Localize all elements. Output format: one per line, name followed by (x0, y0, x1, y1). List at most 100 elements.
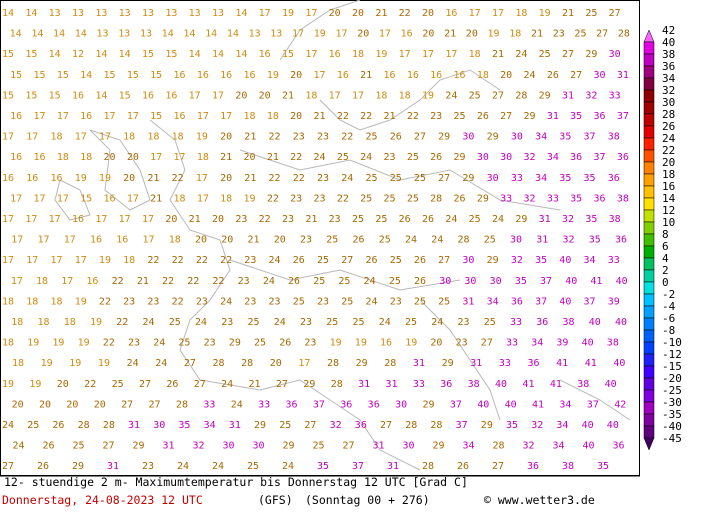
temperature-label: 35 (584, 173, 596, 184)
temperature-label: 32 (531, 420, 543, 431)
temperature-label: 29 (254, 420, 266, 431)
temperature-label: 16 (10, 152, 22, 163)
temperature-label: 25 (405, 317, 417, 328)
temperature-label: 22 (259, 214, 271, 225)
temperature-label: 29 (539, 90, 551, 101)
temperature-label: 14 (162, 29, 174, 40)
temperature-label: 19 (69, 358, 81, 369)
temperature-label: 24 (492, 214, 504, 225)
temperature-label: 20 (165, 214, 177, 225)
colorbar-swatch (643, 41, 655, 55)
temperature-label: 37 (584, 296, 596, 307)
colorbar-label: 20 (662, 156, 675, 169)
colorbar-arrow (643, 29, 655, 43)
temperature-label: 17 (150, 152, 162, 163)
temperature-label: 16 (401, 29, 413, 40)
temperature-label: 25 (469, 90, 481, 101)
temperature-label: 15 (282, 49, 294, 60)
temperature-label: 40 (477, 399, 489, 410)
colorbar: 424038363432302826242220181614121086420-… (643, 24, 682, 451)
temperature-label: 21 (267, 152, 279, 163)
colorbar-swatch (643, 401, 655, 415)
colorbar-label: 18 (662, 168, 675, 181)
temperature-label: 37 (587, 399, 599, 410)
temperature-label: 18 (244, 111, 256, 122)
temperature-label: 40 (495, 379, 507, 390)
temperature-label: 22 (212, 276, 224, 287)
colorbar-swatch (643, 233, 655, 247)
temperature-label: 19 (488, 29, 500, 40)
colorbar-label: 42 (662, 24, 675, 37)
temperature-label: 40 (505, 399, 517, 410)
temperature-label: 27 (596, 29, 608, 40)
temperature-label: 28 (212, 358, 224, 369)
temperature-label: 38 (607, 338, 619, 349)
temperature-label: 18 (11, 317, 23, 328)
temperature-label: 18 (26, 296, 38, 307)
temperature-label: 25 (169, 317, 181, 328)
temperature-label: 36 (594, 111, 606, 122)
temperature-label: 26 (37, 461, 49, 472)
temperature-label: 36 (536, 317, 548, 328)
temperature-label: 41 (590, 276, 602, 287)
temperature-label: 16 (34, 152, 46, 163)
temperature-label: 30 (395, 399, 407, 410)
temperature-label: 22 (99, 296, 111, 307)
temperature-label: 18 (147, 132, 159, 143)
temperature-label: 17 (2, 214, 14, 225)
colorbar-label: 34 (662, 72, 676, 85)
temperature-label: 20 (270, 358, 282, 369)
colorbar-swatch (643, 65, 655, 79)
temperature-label: 16 (116, 235, 128, 246)
temperature-label: 19 (422, 90, 434, 101)
temperature-label: 29 (487, 255, 499, 266)
temperature-label: 39 (556, 338, 568, 349)
temperature-label: 25 (293, 296, 305, 307)
temperature-label: 21 (282, 90, 294, 101)
temperature-label: 37 (456, 420, 468, 431)
temperature-label: 24 (2, 420, 14, 431)
temperature-label: 31 (385, 379, 397, 390)
temperature-label: 24 (524, 70, 536, 81)
temperature-label: 17 (492, 8, 504, 19)
temperature-label: 25 (352, 317, 364, 328)
temperature-label: 22 (147, 255, 159, 266)
temperature-label: 14 (235, 49, 247, 60)
temperature-label: 17 (11, 276, 23, 287)
temperature-label: 30 (462, 255, 474, 266)
temperature-label: 23 (204, 338, 216, 349)
temperature-label: 19 (98, 358, 110, 369)
temperature-label: 37 (617, 111, 629, 122)
colorbar-label: -12 (662, 348, 682, 361)
temperature-label: 17 (57, 111, 69, 122)
temperature-label: 14 (53, 29, 65, 40)
temperature-label: 33 (499, 358, 511, 369)
colorbar-swatch (643, 221, 655, 235)
temperature-label: 36 (368, 399, 380, 410)
temperature-label: 18 (515, 8, 527, 19)
temperature-label: 36 (286, 399, 298, 410)
temperature-label: 24 (127, 358, 139, 369)
temperature-label: 35 (570, 111, 582, 122)
colorbar-label: 2 (662, 264, 669, 277)
temperature-label: 18 (477, 70, 489, 81)
temperature-label: 40 (582, 420, 594, 431)
temperature-label: 31 (562, 90, 574, 101)
temperature-label: 18 (399, 90, 411, 101)
temperature-label: 24 (263, 276, 275, 287)
coastline (89, 129, 151, 211)
temperature-label: 13 (97, 29, 109, 40)
value-labels: 14 14 13 13 13 13 13 13 13 13 14 17 19 17 20 20 21 22 20 16… (2, 8, 630, 472)
temperature-label: 36 (355, 420, 367, 431)
temperature-label: 24 (231, 399, 243, 410)
colorbar-swatch (643, 413, 655, 427)
temperature-label: 35 (506, 420, 518, 431)
temperature-label: 36 (613, 441, 625, 452)
temperature-label: 22 (269, 132, 281, 143)
temperature-label: 14 (75, 29, 87, 40)
temperature-label: 13 (189, 8, 201, 19)
temperature-label: 25 (389, 276, 401, 287)
temperature-label: 26 (288, 276, 300, 287)
temperature-label: 20 (290, 70, 302, 81)
